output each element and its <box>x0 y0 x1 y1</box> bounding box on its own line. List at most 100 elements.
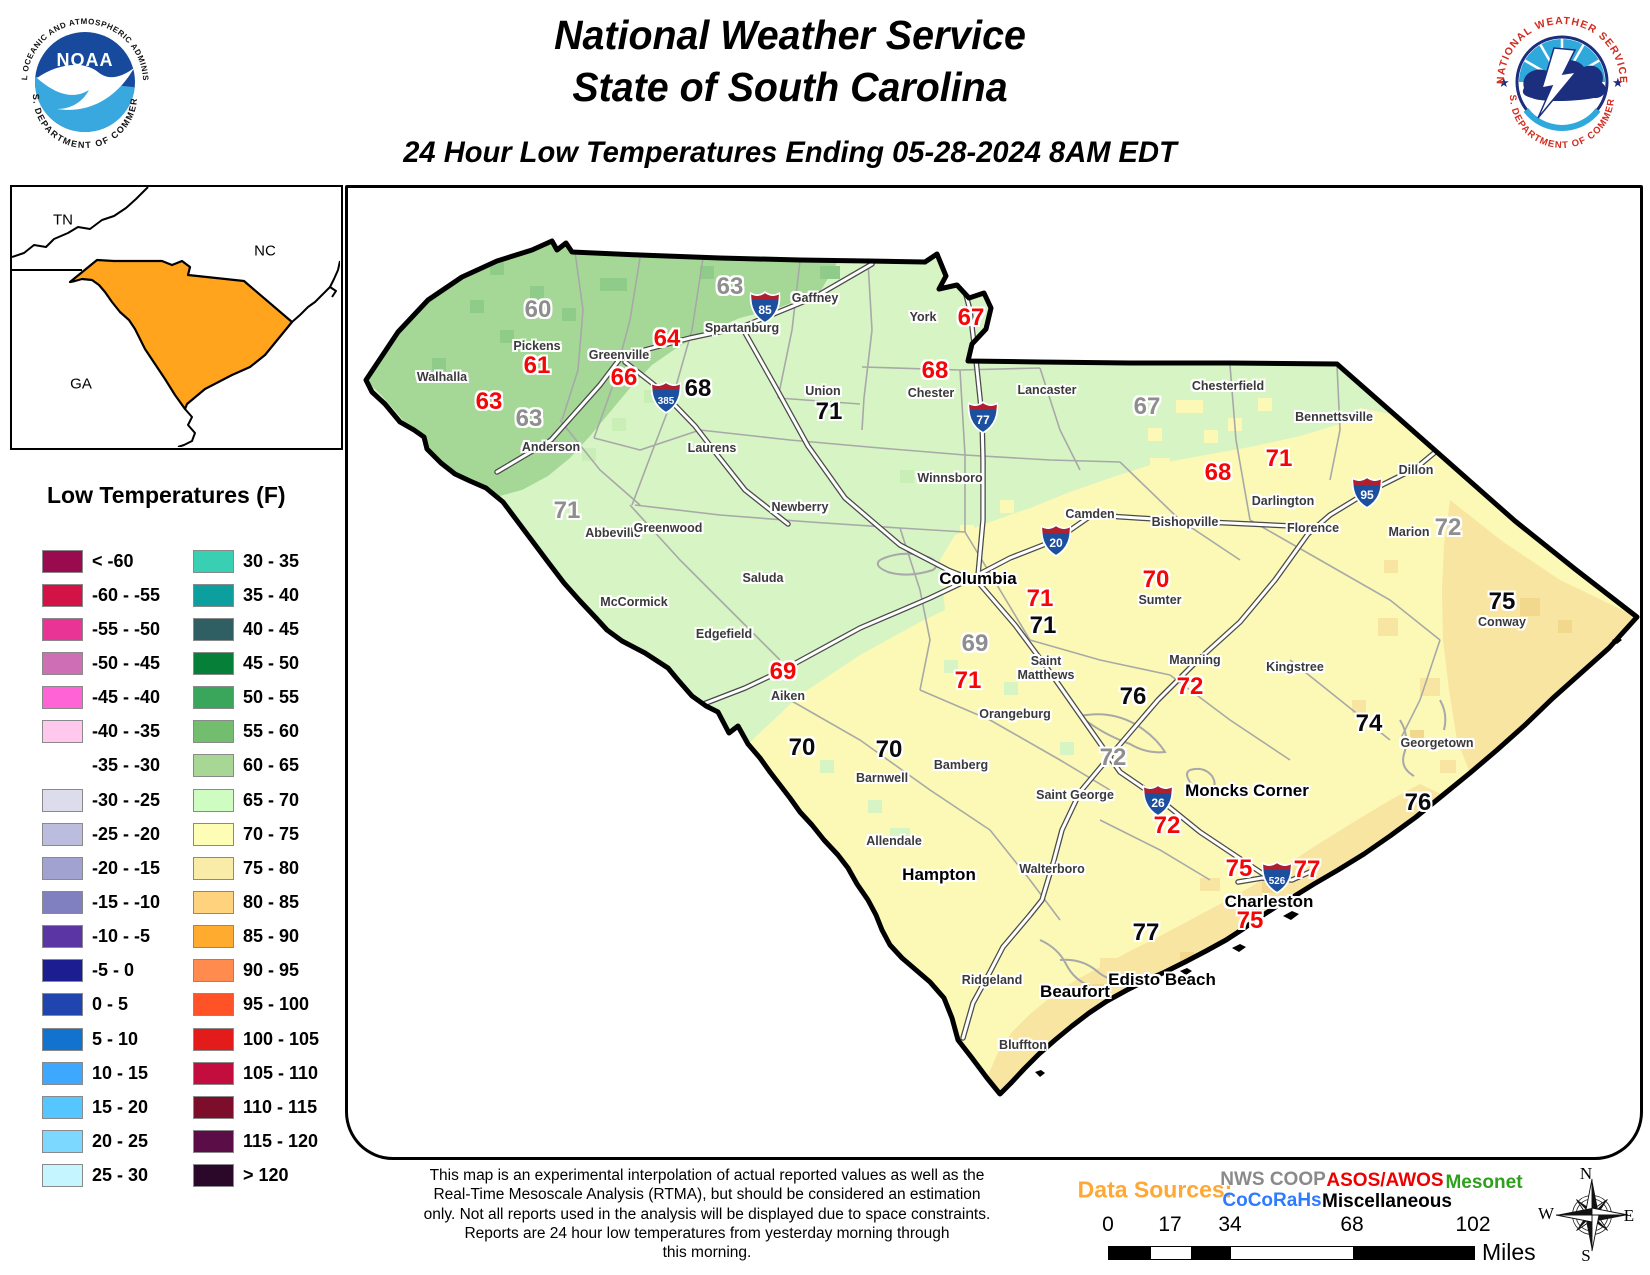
legend-range-label: 70 - 75 <box>243 823 300 844</box>
legend-swatch <box>193 788 234 812</box>
temp-value-gray: 71 <box>553 497 581 524</box>
legend-range-label: 80 - 85 <box>243 892 300 912</box>
scale-bar-segment <box>1231 1247 1353 1259</box>
legend-row: 35 - 40 <box>193 583 299 607</box>
legend-swatch <box>193 549 234 573</box>
city-label-saint-matthews: Saint Matthews <box>1017 654 1075 682</box>
inset-graphics <box>11 186 341 448</box>
legend-swatch <box>42 686 83 710</box>
legend-swatch <box>42 788 83 812</box>
city-label-chester: Chester <box>907 386 955 400</box>
temp-value-black: 76 <box>1119 683 1147 710</box>
interstate-shield-20: 20 <box>1040 523 1073 558</box>
scale-tick: 102 <box>1455 1213 1491 1236</box>
disclaimer-line: only. Not all reports used in the analys… <box>423 1205 991 1223</box>
city-label-mccormick: McCormick <box>600 595 668 609</box>
inset-state-label-ga: GA <box>70 375 92 393</box>
legend-range-label: -5 - 0 <box>92 960 135 981</box>
temp-value-black: 75 <box>1488 588 1516 615</box>
legend-swatch <box>42 1027 83 1051</box>
legend-range-label: -10 - -5 <box>92 926 151 947</box>
scale-bar-segments <box>1108 1246 1475 1260</box>
scale-tick: 0 <box>1102 1213 1114 1236</box>
legend-range-label: -60 - -55 <box>92 584 161 605</box>
legend-row: -30 - -25 <box>42 788 160 812</box>
legend-row: 25 - 30 <box>42 1164 148 1188</box>
legend-range-label: 110 - 115 <box>243 1096 318 1117</box>
legend-swatch <box>193 1164 234 1188</box>
legend-swatch <box>193 993 234 1017</box>
disclaimer-line: This map is an experimental interpolatio… <box>429 1167 985 1184</box>
scale-bar-segment <box>1109 1247 1151 1259</box>
interstate-shield-385: 385 <box>650 380 683 415</box>
city-label-marion: Marion <box>1388 525 1430 539</box>
svg-text:85: 85 <box>758 303 772 317</box>
temp-value-black: 71 <box>1029 612 1057 639</box>
disclaimer-line: this morning. <box>662 1244 752 1262</box>
city-label-beaufort: Beaufort <box>1040 982 1110 1001</box>
temp-value-gray: 72 <box>1434 514 1462 541</box>
scale-bar-segment <box>1191 1247 1231 1259</box>
temp-value-red: 64 <box>653 325 681 352</box>
city-label-charleston: Charleston <box>1224 892 1314 911</box>
temp-value-red: 71 <box>954 667 982 694</box>
temp-value-black: 71 <box>815 398 843 425</box>
legend-row: 0 - 5 <box>42 993 128 1017</box>
compass-direction-s: S <box>1581 1246 1591 1265</box>
legend-swatch <box>42 925 83 949</box>
legend-row: 105 - 110 <box>193 1061 318 1085</box>
temp-value-red: 75 <box>1236 907 1264 934</box>
legend-row: 90 - 95 <box>193 959 299 983</box>
legend-row: -20 - -15 <box>42 856 160 880</box>
city-label-laurens: Laurens <box>687 441 737 455</box>
legend-range-label: -55 - -50 <box>92 618 161 639</box>
temp-value-black: 70 <box>875 736 903 763</box>
map-frame <box>345 185 1643 1160</box>
legend-swatch <box>42 549 83 573</box>
legend-row: 70 - 75 <box>193 822 299 846</box>
legend-range-label: -35 - -30 <box>92 755 161 776</box>
legend-swatch <box>42 754 83 778</box>
locator-inset-map: TN NC GA <box>10 185 343 450</box>
city-label-barnwell: Barnwell <box>855 771 909 785</box>
interstate-shield-526: 526 <box>1261 860 1294 895</box>
legend-swatch <box>42 856 83 880</box>
legend-range-label: 40 - 45 <box>243 618 300 639</box>
svg-text:26: 26 <box>1151 796 1165 810</box>
city-label-hampton: Hampton <box>902 865 976 884</box>
city-label-moncks-corner: Moncks Corner <box>1185 781 1309 800</box>
legend-swatch <box>193 1027 234 1051</box>
legend-row: -15 - -10 <box>42 891 160 915</box>
city-label-bamberg: Bamberg <box>933 758 989 772</box>
city-label-darlington: Darlington <box>1251 494 1315 508</box>
svg-text:95: 95 <box>1360 488 1374 502</box>
legend-swatch <box>193 686 234 710</box>
temp-value-red: 67 <box>957 304 985 331</box>
legend-range-label: 50 - 55 <box>243 687 300 708</box>
data-source-mesonet: Mesonet <box>1445 1172 1523 1193</box>
legend-swatch <box>42 891 83 914</box>
legend-swatch <box>42 993 83 1017</box>
legend-swatch <box>193 891 234 914</box>
legend-row: -55 - -50 <box>42 617 160 641</box>
temp-value-red: 66 <box>610 364 638 391</box>
legend-range-label: > 120 <box>243 1165 289 1186</box>
city-label-orangeburg: Orangeburg <box>979 707 1051 721</box>
city-label-camden: Camden <box>1065 507 1115 521</box>
temp-value-gray: 63 <box>515 405 543 432</box>
legend-range-label: 0 - 5 <box>92 994 129 1015</box>
data-source-cocorahs: CoCoRaHs <box>1222 1190 1322 1211</box>
legend-range-label: 10 - 15 <box>92 1062 149 1083</box>
temp-value-black: 70 <box>788 734 816 761</box>
temp-value-red: 71 <box>1026 585 1054 612</box>
legend-swatch <box>193 617 234 641</box>
svg-text:77: 77 <box>976 413 990 427</box>
legend-row: 80 - 85 <box>193 891 299 915</box>
scale-tick: 17 <box>1158 1213 1182 1236</box>
nws-star-left-icon: ★ <box>1498 75 1510 90</box>
city-label-lancaster: Lancaster <box>1017 383 1077 397</box>
page-title: National Weather Service <box>554 12 1026 58</box>
temp-value-gray: 63 <box>716 273 744 300</box>
city-label-bluffton: Bluffton <box>999 1038 1047 1052</box>
